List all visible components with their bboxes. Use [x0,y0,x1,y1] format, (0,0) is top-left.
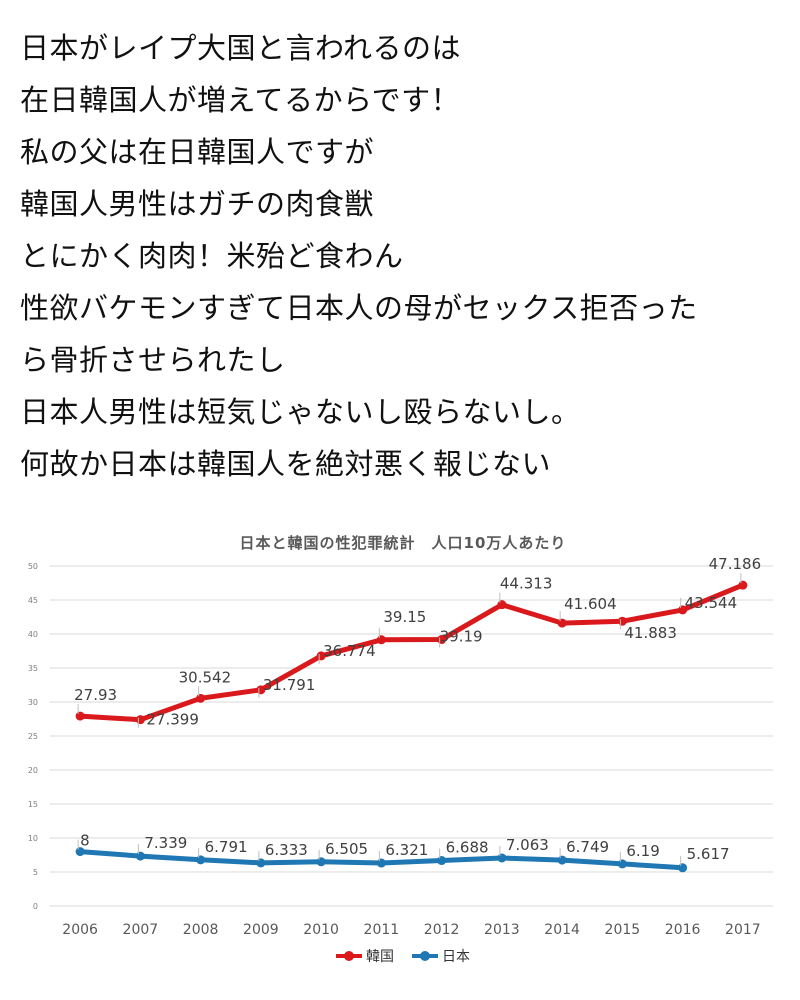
data-label: 6.505 [325,840,368,858]
data-point [256,858,266,868]
data-label: 27.93 [74,686,117,704]
data-point [135,715,145,725]
y-tick-label: 5 [33,868,38,877]
y-tick-label: 10 [28,834,38,843]
legend-item-korea: 韓国 [336,946,394,966]
data-label: 6.19 [626,842,659,860]
chart-legend: 韓国 日本 [18,946,788,966]
data-label: 44.313 [500,575,553,593]
post-line: ら骨折させられたし [20,343,286,377]
y-tick-label: 25 [28,732,38,741]
data-point [497,853,507,863]
x-tick-label: 2015 [605,922,641,938]
data-label: 5.617 [687,845,730,863]
data-point [376,858,386,868]
data-point [316,857,326,867]
x-tick-label: 2010 [303,922,339,938]
x-tick-label: 2006 [62,922,98,938]
post-line: 何故か日本は韓国人を絶対悪く報じない [20,447,552,481]
x-tick-label: 2008 [183,922,219,938]
legend-item-japan: 日本 [412,946,470,966]
x-tick-label: 2016 [665,922,701,938]
x-tick-label: 2014 [544,922,580,938]
y-tick-label: 45 [28,596,38,605]
data-point [557,855,567,865]
data-label: 39.19 [440,628,483,646]
y-tick-label: 40 [28,630,38,639]
x-tick-label: 2007 [123,922,159,938]
data-label: 8 [80,832,90,850]
legend-label-japan: 日本 [442,949,470,965]
data-label: 41.883 [624,624,677,642]
data-label: 6.791 [205,838,248,856]
post-line: 在日韓国人が増えてるからです！ [20,83,461,117]
x-tick-label: 2012 [424,922,460,938]
line-chart: 0 5 10 15 20 25 30 35 40 45 50 2006 2007 2008 2009 2010… [28,555,773,938]
data-label: 43.544 [685,594,738,612]
data-label: 47.186 [709,555,762,573]
y-tick-label: 50 [28,562,38,571]
x-tick-label: 2011 [364,922,400,938]
data-point [738,580,748,590]
legend-label-korea: 韓国 [366,949,394,965]
legend-swatch-japan [412,951,438,961]
y-tick-label: 30 [28,698,38,707]
post-line: 日本人男性は短気じゃないし殴らないし。 [20,395,581,429]
post-line: 性欲バケモンすぎて日本人の母がセックス拒否った [20,291,698,325]
post-line: 韓国人男性はガチの肉食獣 [20,187,375,221]
data-label: 41.604 [564,595,617,613]
chart-title: 日本と韓国の性犯罪統計 人口10万人あたり [239,534,567,552]
y-tick-label: 0 [33,902,38,911]
data-label: 6.688 [446,839,489,857]
data-label: 36.774 [323,642,376,660]
y-tick-label: 15 [28,800,38,809]
data-label: 6.333 [265,841,308,859]
data-label: 6.321 [385,841,428,859]
data-label: 6.749 [566,838,609,856]
data-label: 30.542 [179,668,232,686]
data-point [437,856,447,866]
x-tick-label: 2009 [243,922,279,938]
data-point [557,618,567,628]
post-line: 私の父は在日韓国人ですが [20,135,375,169]
y-tick-label: 20 [28,766,38,775]
post-line: 日本がレイプ大国と言われるのは [20,31,462,65]
data-point [617,859,627,869]
data-point [678,863,688,873]
data-point [135,851,145,861]
data-point [376,635,386,645]
data-label: 31.791 [263,676,316,694]
y-tick-label: 35 [28,664,38,673]
data-label: 39.15 [383,608,426,626]
chart-image: 日本と韓国の性犯罪統計 人口10万人あたり 0 5 10 15 20 25 30 35 40 45… [18,522,782,990]
data-label: 7.339 [144,834,187,852]
data-point [497,600,507,610]
data-label: 7.063 [506,836,549,854]
series-line-0 [79,582,744,723]
data-point [196,855,206,865]
legend-swatch-korea [336,951,362,961]
post-line: とにかく肉肉！米殆ど食わん [20,239,404,273]
x-tick-label: 2017 [725,922,761,938]
data-point [196,693,206,703]
data-label: 27.399 [146,711,199,729]
post-text: 日本がレイプ大国と言われるのは 在日韓国人が増えてるからです！ 私の父は在日韓国… [20,22,790,490]
x-tick-label: 2013 [484,922,520,938]
data-point [75,711,85,721]
